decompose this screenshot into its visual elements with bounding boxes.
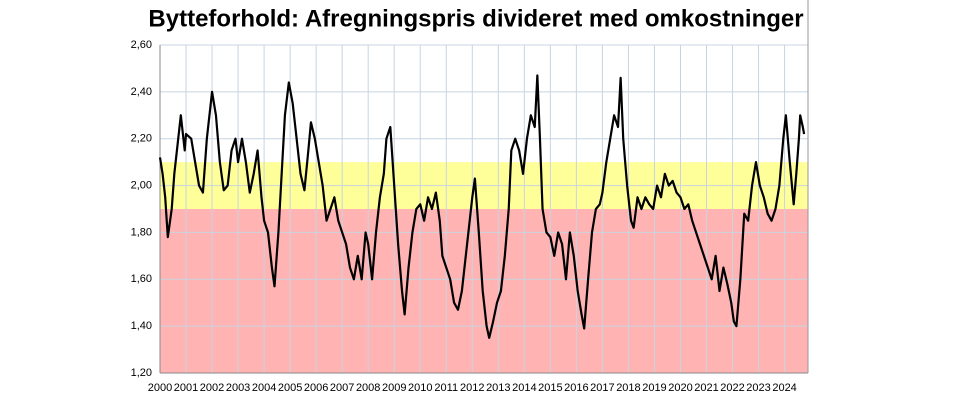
x-tick-label: 2002: [200, 382, 224, 394]
x-tick-label: 2010: [408, 382, 432, 394]
chart-title: Bytteforhold: Afregningspris divideret m…: [148, 5, 803, 32]
y-tick-label: 1,80: [131, 226, 152, 238]
x-tick-label: 2017: [590, 382, 614, 394]
x-tick-label: 2020: [668, 382, 692, 394]
x-tick-label: 2011: [434, 382, 458, 394]
x-tick-label: 2019: [642, 382, 666, 394]
x-tick-label: 2008: [356, 382, 380, 394]
x-tick-label: 2021: [694, 382, 718, 394]
y-tick-label: 1,40: [131, 320, 152, 332]
x-tick-label: 2001: [174, 382, 198, 394]
x-tick-label: 2003: [226, 382, 250, 394]
y-tick-label: 1,20: [131, 367, 152, 379]
y-tick-label: 2,40: [131, 86, 152, 98]
x-tick-label: 2013: [486, 382, 510, 394]
x-tick-label: 2000: [148, 382, 172, 394]
x-tick-label: 2014: [512, 382, 536, 394]
x-tick-label: 2006: [304, 382, 328, 394]
x-tick-label: 2024: [772, 382, 796, 394]
x-tick-label: 2022: [720, 382, 744, 394]
x-tick-label: 2012: [460, 382, 484, 394]
x-tick-label: 2023: [746, 382, 770, 394]
x-tick-label: 2007: [330, 382, 354, 394]
y-tick-label: 2,20: [131, 133, 152, 145]
x-tick-label: 2018: [616, 382, 640, 394]
band: [160, 209, 808, 373]
data-line: [158, 74, 806, 339]
x-tick-label: 2009: [382, 382, 406, 394]
x-tick-label: 2015: [538, 382, 562, 394]
y-tick-label: 2,00: [131, 179, 152, 191]
x-tick-label: 2016: [564, 382, 588, 394]
x-tick-label: 2004: [252, 382, 276, 394]
x-tick-label: 2005: [278, 382, 302, 394]
y-tick-label: 2,60: [131, 39, 152, 51]
y-tick-label: 1,60: [131, 273, 152, 285]
